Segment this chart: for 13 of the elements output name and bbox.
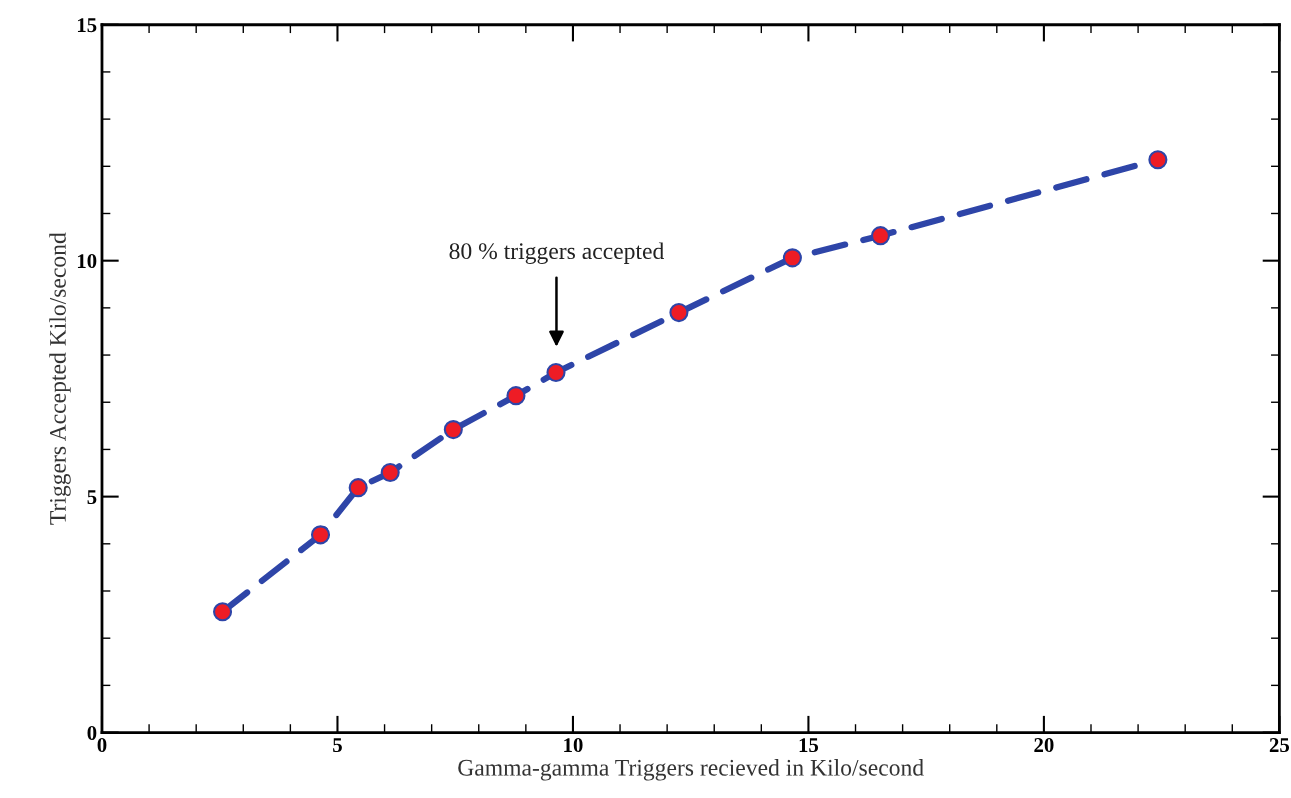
y-tick-label: 10 — [77, 254, 97, 269]
x-tick-label: 10 — [564, 738, 583, 753]
x-tick-label: 15 — [799, 738, 819, 753]
annotation: 80 % triggers accepted — [449, 242, 665, 264]
x-axis-title: Gamma-gamma Triggers recieved in Kilo/second — [458, 759, 924, 781]
x-tick-label: 25 — [1269, 738, 1290, 753]
y-axis-title: Triggers Accepted Kilo/second — [49, 232, 71, 525]
x-tick-label: 20 — [1034, 738, 1054, 753]
y-tick-label: 15 — [77, 18, 97, 33]
x-tick-label: 0 — [97, 738, 107, 753]
y-tick-label: 0 — [87, 725, 97, 740]
y-tick-label: 5 — [87, 490, 97, 505]
x-tick-label: 5 — [333, 738, 342, 753]
